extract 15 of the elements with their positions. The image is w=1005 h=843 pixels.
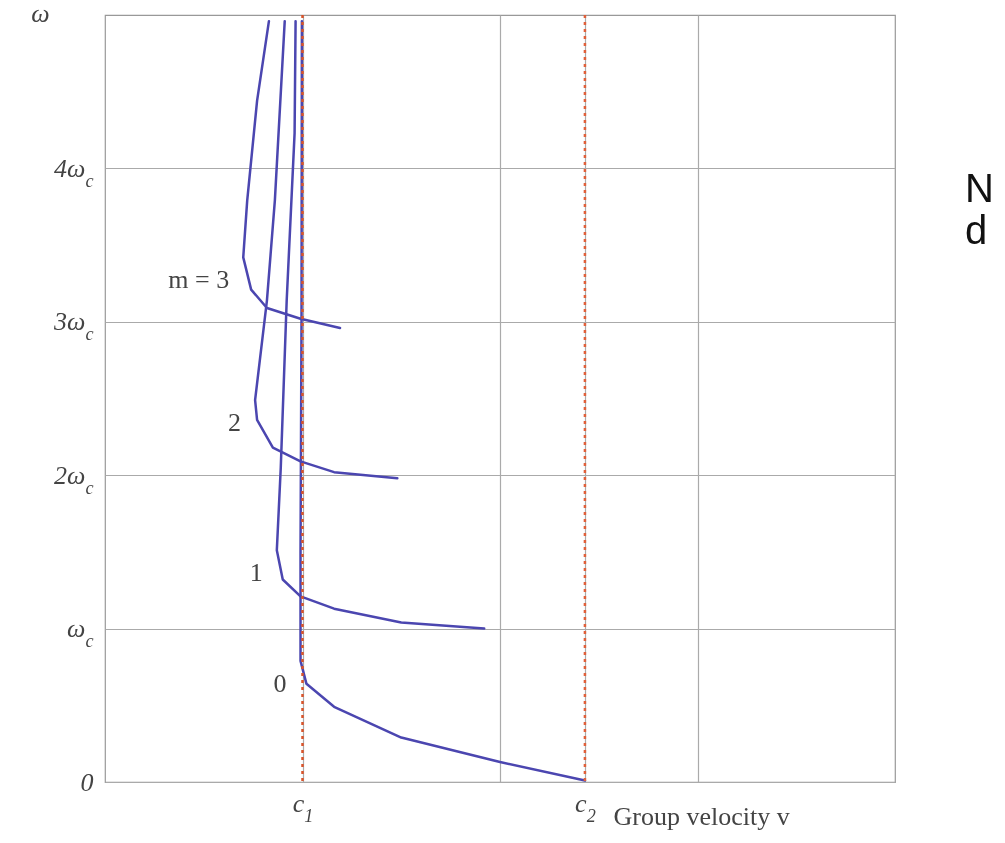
y-axis-title: ω: [31, 0, 50, 28]
text: N: [965, 166, 994, 210]
x-axis-title: Group velocity v: [613, 801, 790, 831]
x-tick-label: c$_{2}$: [575, 788, 596, 826]
y-tick-label: ω$_{c}$: [67, 614, 94, 652]
y-tick-label: 0: [80, 767, 94, 797]
series-label: m = 3: [168, 265, 230, 295]
y-tick-label: 2ω$_{c}$: [54, 460, 94, 498]
series-label: 1: [249, 558, 263, 588]
x-tick-label: c$_{1}$: [292, 788, 314, 826]
series-label: 2: [228, 408, 242, 438]
y-tick-label: 3ω$_{c}$: [53, 307, 94, 345]
text: d: [965, 208, 988, 252]
y-tick-label: 4ω$_{c}$: [54, 153, 94, 191]
series-label: 0: [273, 668, 287, 698]
